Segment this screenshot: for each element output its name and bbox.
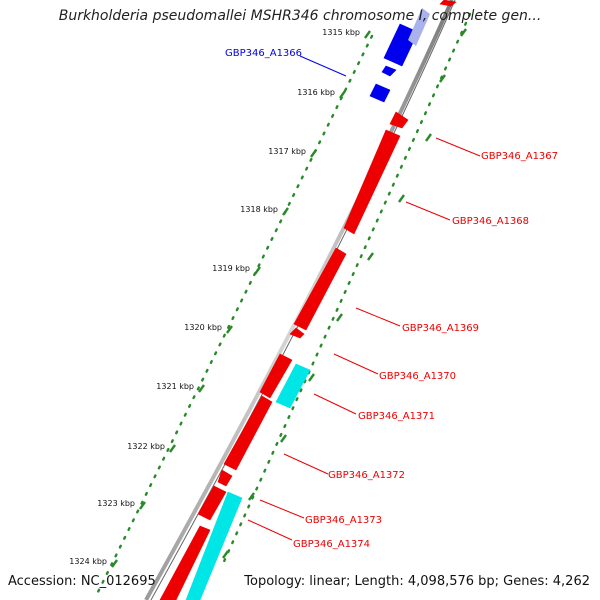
- scale-tick-inner: [439, 74, 446, 83]
- scale-tick: [111, 559, 118, 568]
- gene-feature-r8[interactable]: [197, 485, 227, 521]
- gene-leader-line: [333, 353, 379, 375]
- scale-tick-inner: [248, 492, 255, 501]
- scale-tick: [198, 384, 205, 393]
- gene-leader-line: [313, 393, 357, 415]
- gene-leader-line: [405, 201, 451, 221]
- scale-tick-label: 1324 kbp: [69, 557, 107, 566]
- scale-tick-inner: [367, 252, 374, 261]
- scale-tick: [254, 266, 261, 275]
- gene-feature-r3[interactable]: [293, 247, 347, 331]
- scale-track-inner: [220, 12, 472, 568]
- gene-feature-r6[interactable]: [223, 395, 273, 471]
- gene-label-gbp346_a1371[interactable]: GBP346_A1371: [358, 411, 435, 422]
- gene-feature-r5[interactable]: [259, 353, 293, 399]
- map-title: Burkholderia pseudomallei MSHR346 chromo…: [58, 8, 542, 24]
- scale-tick-inner: [280, 434, 287, 443]
- scale-tick-inner: [460, 28, 467, 37]
- sequence-backbone: [144, 0, 454, 600]
- gene-leader-line: [283, 453, 329, 475]
- scale-tick: [339, 90, 346, 99]
- gene-label-gbp346_a1366[interactable]: GBP346_A1366: [225, 48, 302, 59]
- scale-tick-label: 1319 kbp: [212, 264, 250, 273]
- gene-feature-cy2[interactable]: [185, 491, 243, 600]
- genome-summary-text: Topology: linear; Length: 4,098,576 bp; …: [244, 574, 590, 589]
- gene-feature-r7[interactable]: [217, 469, 233, 487]
- scale-track: [94, 34, 374, 598]
- scale-tick-inner: [425, 133, 432, 142]
- gene-label-gbp346_a1370[interactable]: GBP346_A1370: [379, 371, 456, 382]
- scale-tick-label: 1315 kbp: [322, 28, 360, 37]
- scale-tick-label: 1321 kbp: [156, 382, 194, 391]
- scale-tick: [364, 30, 371, 39]
- gene-label-gbp346_a1372[interactable]: GBP346_A1372: [328, 470, 405, 481]
- gene-feature-r4[interactable]: [289, 327, 305, 339]
- gene-label-gbp346_a1369[interactable]: GBP346_A1369: [402, 323, 479, 334]
- scale-tick-inner: [308, 373, 315, 382]
- scale-tick-label: 1316 kbp: [297, 88, 335, 97]
- gene-label-gbp346_a1368[interactable]: GBP346_A1368: [452, 216, 529, 227]
- gene-leader-line: [247, 519, 293, 541]
- scale-tick-inner: [398, 194, 405, 203]
- gene-feature-r9[interactable]: [159, 525, 211, 600]
- gene-feature-a[interactable]: [383, 23, 419, 67]
- accession-text: Accession: NC_012695: [8, 574, 156, 589]
- scale-tick-label: 1318 kbp: [240, 205, 278, 214]
- scale-tick-inner: [336, 313, 343, 322]
- gene-label-gbp346_a1373[interactable]: GBP346_A1373: [305, 515, 382, 526]
- scale-tick: [310, 149, 317, 158]
- scale-tick: [169, 444, 176, 453]
- gene-feature-faded: [408, 8, 430, 46]
- scale-tick-label: 1323 kbp: [97, 499, 135, 508]
- gene-leader-line: [299, 55, 347, 77]
- gene-label-gbp346_a1374[interactable]: GBP346_A1374: [293, 539, 370, 550]
- scale-tick-label: 1320 kbp: [184, 323, 222, 332]
- scale-tick: [139, 501, 146, 510]
- scale-tick: [226, 325, 233, 334]
- gene-leader-line: [259, 499, 305, 519]
- gene-leader-line: [435, 137, 481, 157]
- scale-tick-label: 1317 kbp: [268, 147, 306, 156]
- scale-tick: [282, 207, 289, 216]
- gene-feature-c[interactable]: [369, 83, 391, 103]
- gene-feature-b[interactable]: [381, 65, 397, 77]
- gene-leader-line: [355, 307, 401, 327]
- gene-feature-r2[interactable]: [343, 129, 401, 235]
- gene-feature-r1[interactable]: [389, 111, 409, 129]
- scale-tick-label: 1322 kbp: [127, 442, 165, 451]
- gene-feature-cy1[interactable]: [275, 363, 311, 409]
- scale-tick-inner: [222, 550, 229, 559]
- gene-feature-r0[interactable]: [439, 0, 457, 7]
- gene-label-gbp346_a1367[interactable]: GBP346_A1367: [481, 151, 558, 162]
